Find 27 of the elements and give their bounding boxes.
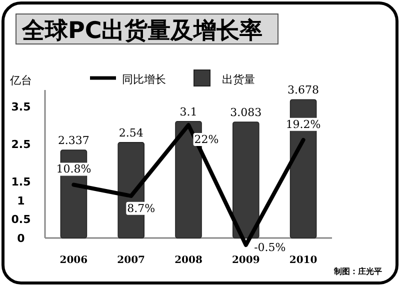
data-label: 3.083 — [230, 106, 262, 119]
y-axis-title: 亿台 — [9, 74, 32, 87]
legend-label: 同比增长 — [122, 73, 166, 86]
y-tick-label: 1.5 — [11, 176, 31, 189]
data-label: 3.678 — [288, 84, 320, 97]
x-tick-label: 2010 — [289, 255, 318, 266]
text: 制图：庄光平 — [333, 266, 382, 276]
y-tick-label: 2.5 — [11, 138, 31, 151]
data-label: 2.337 — [58, 134, 90, 148]
data-label: -0.5% — [254, 241, 286, 254]
data-label: 22% — [194, 133, 219, 146]
chart-title: 全球PC出货量及增长率 — [21, 17, 263, 44]
x-tick-label: 2008 — [174, 255, 202, 266]
data-label: 3.1 — [180, 105, 198, 118]
bar — [232, 122, 260, 238]
x-tick-label: 2007 — [117, 255, 146, 266]
y-tick-label: 0.5 — [11, 213, 31, 226]
x-tick-label: 2006 — [60, 255, 88, 266]
data-label: 2.54 — [118, 126, 144, 140]
y-tick-label: 3.5 — [11, 100, 31, 114]
y-tick-label: 1 — [17, 194, 25, 208]
data-label: 19.2% — [286, 118, 321, 131]
legend-label: 出货量 — [222, 73, 255, 86]
y-tick-label: 0 — [17, 232, 26, 245]
data-label: 10.8% — [56, 162, 92, 176]
x-tick-label: 2009 — [232, 255, 260, 266]
data-label: 8.7% — [127, 202, 156, 215]
